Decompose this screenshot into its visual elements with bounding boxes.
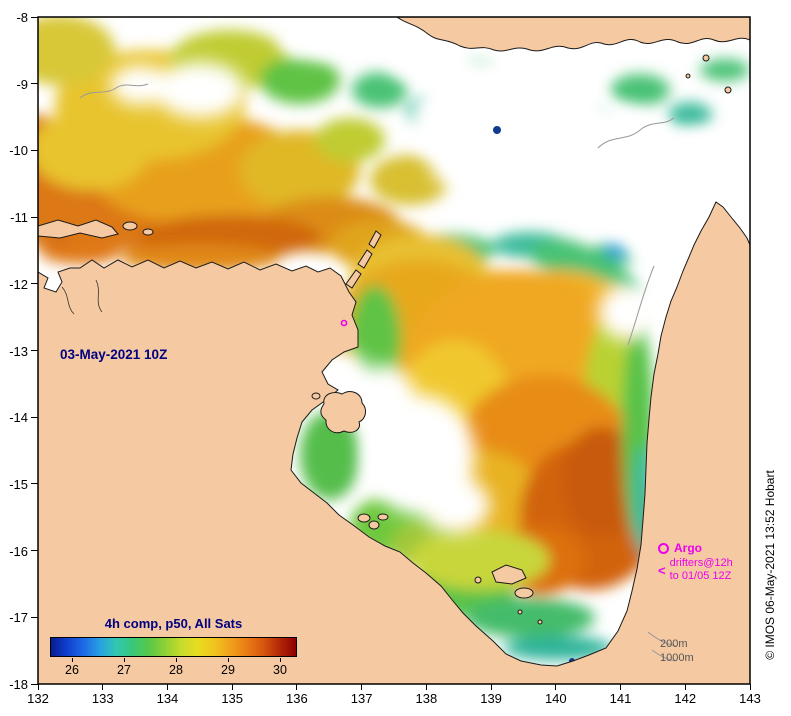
colorbar-title: 4h comp, p50, All Sats — [104, 616, 243, 631]
y-tick-label: -18 — [9, 677, 28, 692]
x-tick-label: 135 — [221, 691, 244, 706]
y-tick-mark — [31, 550, 38, 552]
x-tick-label: 132 — [27, 691, 49, 706]
x-tick-label: 143 — [739, 691, 761, 706]
colorbar-tick-label: 29 — [221, 663, 235, 677]
river-lines — [61, 279, 103, 315]
y-tick-mark — [31, 350, 38, 351]
colorbar-tick-mark — [175, 658, 177, 662]
x-tick-mark — [296, 684, 298, 690]
x-tick-mark — [555, 684, 557, 690]
colorbar-tick-mark — [227, 658, 229, 662]
x-tick-label: 139 — [480, 691, 502, 706]
date-annotation: 03-May-2021 10Z — [60, 347, 168, 362]
y-tick-label: -15 — [9, 476, 28, 492]
x-tick-mark — [102, 684, 104, 690]
x-tick-mark — [231, 684, 233, 690]
y-tick-mark — [31, 616, 38, 618]
colorbar-tick-label: 27 — [117, 663, 131, 677]
plot-border — [37, 16, 751, 685]
colorbar-tick-mark — [279, 658, 281, 662]
y-tick-mark — [31, 16, 38, 18]
x-tick-mark — [425, 684, 427, 690]
land-layer — [38, 17, 750, 684]
y-tick-mark — [31, 283, 38, 285]
x-tick-mark — [749, 684, 751, 690]
x-tick-mark — [490, 684, 492, 690]
x-tick-mark — [684, 684, 686, 690]
y-tick-label: -10 — [9, 143, 28, 159]
drifter-legend-line2: to 01/05 12Z — [669, 570, 732, 582]
y-tick-label: -17 — [9, 610, 28, 626]
cobourg-peninsula — [38, 219, 119, 239]
drifter-legend: < drifters@12h to 01/05 12Z — [658, 557, 733, 583]
colorbar — [50, 637, 297, 657]
y-tick-label: -16 — [9, 543, 28, 559]
colorbar-tick-mark — [71, 658, 73, 662]
mornington-island — [491, 564, 527, 585]
contour-label-1000m: 1000m — [660, 652, 694, 664]
colorbar-tick-label: 26 — [65, 663, 79, 677]
x-tick-label: 136 — [286, 691, 308, 706]
x-tick-label: 133 — [91, 691, 114, 706]
imos-watermark: © IMOS 06-May-2021 13:52 Hobart — [763, 470, 777, 660]
y-tick-label: -14 — [9, 410, 28, 426]
drifter-marker-icon: < — [658, 562, 666, 578]
x-tick-label: 137 — [350, 691, 373, 706]
png-landmass — [396, 17, 750, 52]
x-tick-label: 142 — [674, 691, 697, 706]
x-tick-label: 134 — [156, 691, 179, 706]
bathymetry-contours-se — [647, 631, 677, 662]
x-tick-mark — [620, 684, 622, 690]
y-tick-mark — [31, 149, 38, 151]
x-tick-label: 140 — [544, 691, 567, 706]
y-tick-mark — [31, 483, 38, 485]
y-tick-label: -13 — [9, 343, 28, 359]
australia-landmass — [38, 201, 750, 684]
argo-marker-icon — [658, 542, 669, 554]
colorbar-tick-mark — [123, 658, 125, 662]
y-tick-mark — [31, 416, 38, 418]
x-tick-mark — [361, 684, 363, 690]
x-tick-mark — [37, 684, 39, 690]
argo-legend: Argo — [658, 541, 702, 555]
y-tick-label: -11 — [10, 210, 28, 226]
y-tick-label: -8 — [16, 10, 28, 25]
contour-labels: 200m 1000m — [660, 637, 694, 665]
x-tick-label: 138 — [415, 691, 438, 706]
y-tick-mark — [31, 83, 38, 85]
y-tick-mark — [31, 683, 38, 685]
x-tick-mark — [166, 684, 168, 690]
colorbar-tick-label: 28 — [169, 663, 183, 677]
contour-label-200m: 200m — [660, 638, 688, 650]
x-tick-label: 141 — [609, 691, 632, 706]
y-tick-label: -12 — [9, 276, 28, 292]
argo-legend-label: Argo — [674, 541, 702, 555]
cloud-nodata-layer — [110, 22, 740, 533]
drifter-legend-line1: drifters@12h — [669, 557, 733, 569]
groote-eylandt — [320, 391, 367, 434]
colorbar-tick-label: 30 — [273, 663, 287, 677]
y-tick-mark — [31, 216, 38, 218]
argo-float-marker — [340, 319, 348, 327]
bathymetry-contours — [79, 83, 675, 346]
y-tick-label: -9 — [16, 76, 28, 92]
